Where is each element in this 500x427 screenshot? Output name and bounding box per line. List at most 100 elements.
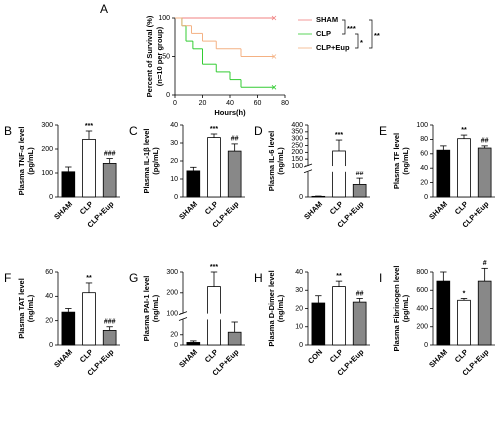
x-tick-label: 0: [173, 100, 177, 107]
y-tick-label: 0: [424, 194, 428, 201]
bar: [82, 138, 96, 198]
significance: ##: [356, 290, 364, 297]
bar: [311, 302, 326, 346]
y-tick-label: 20: [420, 179, 428, 186]
y-tick-label: 350: [291, 129, 303, 136]
bar: [207, 137, 221, 198]
x-tick-label: CLP: [203, 347, 220, 364]
break-mark: [178, 311, 188, 315]
y-tick-label: 20: [170, 158, 178, 165]
x-tick-label: SHAM: [302, 199, 324, 221]
significance-bracket: [355, 33, 359, 49]
y-tick-label: 40: [45, 293, 53, 300]
legend-label: SHAM: [316, 15, 338, 24]
significance: **: [461, 127, 467, 134]
y-tick-label: 10: [170, 176, 178, 183]
x-tick-label: 40: [226, 100, 234, 107]
bar: [186, 170, 201, 198]
bar: [186, 342, 201, 346]
significance: **: [86, 275, 92, 282]
y-tick-label: 100: [291, 163, 303, 170]
x-tick-label: 80: [281, 100, 289, 107]
y-tick-label: 400: [416, 305, 428, 312]
y-axis-label: (ng/mL): [276, 294, 285, 322]
y-tick-label: 800: [416, 269, 428, 276]
bar: [436, 149, 451, 198]
significance: ##: [356, 170, 364, 177]
y-tick-label: 0: [174, 194, 178, 201]
y-axis-label: Plasma Fibrinogen level: [392, 266, 401, 352]
y-tick-label: 0: [299, 342, 303, 349]
bar: [102, 162, 117, 198]
significance: *: [360, 38, 363, 47]
y-tick-label: 100: [416, 122, 428, 129]
y-tick-label: 0: [49, 194, 53, 201]
y-tick-label: 40: [295, 269, 303, 276]
bar: [61, 311, 76, 346]
x-tick-label: CLP: [328, 199, 345, 216]
significance: ***: [210, 264, 218, 271]
y-tick-label: 60: [420, 151, 428, 158]
y-tick-label: 100: [166, 310, 178, 317]
y-axis-label: (ng/mL): [151, 294, 160, 322]
break-mark: [303, 163, 313, 168]
axis-break: [304, 166, 370, 172]
bar: [102, 329, 117, 346]
panel-letter: C: [129, 124, 138, 138]
panel-letter: G: [129, 271, 138, 285]
x-tick-label: SHAM: [52, 199, 74, 221]
bar: [227, 331, 242, 346]
y-axis-label: Plasma TAT level: [17, 278, 26, 339]
survival-end: [271, 15, 277, 21]
bar: [477, 147, 492, 198]
bar: [352, 183, 367, 198]
y-tick-label: 300: [41, 122, 53, 129]
y-tick-label: 80: [420, 136, 428, 143]
y-tick-label: 0: [174, 342, 178, 349]
x-tick-label: SHAM: [427, 347, 449, 369]
panel-letter: A: [100, 2, 108, 16]
y-axis-label: (pg/mL): [151, 147, 160, 175]
significance: ###: [104, 319, 116, 326]
significance: #: [483, 260, 487, 267]
bar: [82, 292, 96, 346]
bar: [457, 299, 471, 346]
x-tick-label: SHAM: [427, 199, 449, 221]
y-tick-label: 200: [41, 146, 53, 153]
y-tick-label: 300: [166, 269, 178, 276]
y-axis-label: Plasma TNF-α level: [17, 127, 26, 196]
legend-label: CLP: [316, 29, 331, 38]
bar: [332, 150, 346, 198]
significance-bracket: [369, 19, 373, 49]
y-tick-label: 40: [170, 122, 178, 129]
y-tick-label: 50: [162, 53, 170, 60]
y-axis-label: Plasma TF level: [392, 133, 401, 189]
significance: ***: [347, 24, 356, 33]
y-tick-label: 400: [291, 122, 303, 129]
bar: [436, 280, 451, 346]
y-tick-label: 200: [166, 290, 178, 297]
bar: [352, 301, 367, 346]
significance: **: [336, 273, 342, 280]
y-axis-label: (n=10 per group): [155, 26, 164, 86]
y-tick-label: 30: [170, 140, 178, 147]
y-tick-label: 0: [424, 342, 428, 349]
y-tick-label: 300: [291, 136, 303, 143]
x-tick-label: CLP: [328, 347, 345, 364]
y-axis-label: Plasma D-Dimer level: [267, 270, 276, 346]
significance-bracket: [342, 19, 346, 35]
panel-letter: F: [4, 271, 11, 285]
survival-end: [271, 54, 277, 59]
y-axis-label: (ng/mL): [26, 294, 35, 322]
y-tick-label: 100: [158, 15, 170, 22]
y-tick-label: 150: [291, 156, 303, 163]
significance: ***: [335, 132, 343, 139]
y-axis-label: (pg/mL): [401, 294, 410, 322]
y-axis-label: Plasma PAI-1 level: [142, 276, 151, 342]
bar: [332, 286, 346, 346]
bar: [477, 280, 492, 346]
panel-letter: I: [379, 271, 382, 285]
y-tick-label: 30: [295, 287, 303, 294]
significance: ##: [481, 138, 489, 145]
